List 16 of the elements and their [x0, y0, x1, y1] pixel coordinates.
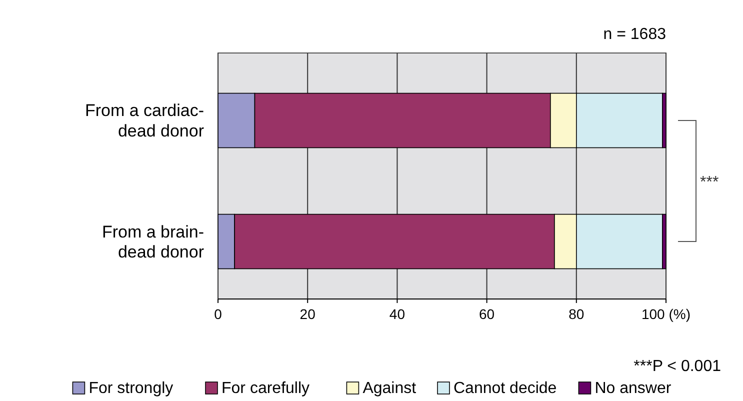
x-tick-label: 80 [568, 306, 584, 322]
legend-label: Cannot decide [454, 380, 557, 397]
x-tick-label: 0 [214, 306, 222, 322]
legend-label: Against [362, 380, 417, 397]
text: ***P < 0.001 [634, 358, 722, 375]
legend-label: For strongly [88, 380, 174, 397]
legend-label: No answer [594, 380, 672, 397]
x-tick-label: 40 [389, 306, 406, 322]
x-tick-label: 60 [479, 306, 495, 322]
x-tick-label: 100 (%) [641, 306, 691, 322]
y-tick-label: From a cardiac-dead donor [84, 101, 204, 141]
text: *** [700, 174, 719, 191]
text: n = 1683 [603, 26, 666, 43]
x-tick-label: 20 [300, 306, 316, 322]
legend-label: For carefully [222, 380, 310, 397]
y-tick-label: From a brain-dead donor [102, 222, 204, 262]
